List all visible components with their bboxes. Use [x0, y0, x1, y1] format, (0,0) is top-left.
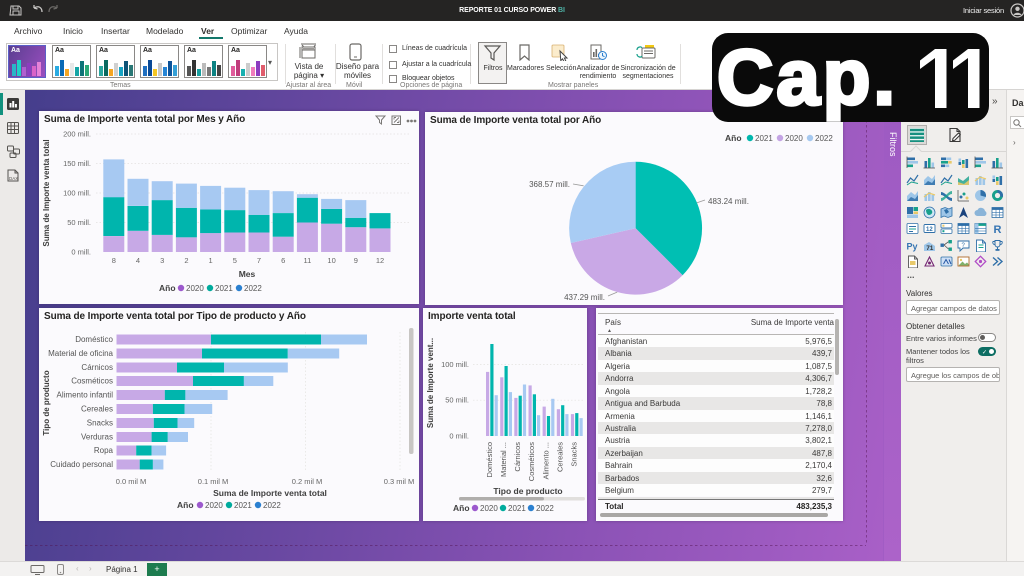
svg-text:5: 5 [233, 256, 237, 265]
svg-text:10: 10 [327, 256, 335, 265]
svg-text:2020: 2020 [186, 284, 204, 293]
svg-text:Cosméticos: Cosméticos [71, 377, 113, 386]
svg-text:9: 9 [354, 256, 358, 265]
svg-text:437.29 mill.: 437.29 mill. [564, 293, 605, 302]
svg-text:DAX: DAX [9, 176, 18, 181]
svg-text:100 mill.: 100 mill. [441, 360, 469, 369]
svg-text:R: R [993, 224, 1001, 235]
svg-text:150 mill.: 150 mill. [63, 159, 91, 168]
svg-text:Cuidado personal: Cuidado personal [50, 460, 113, 469]
svg-text:0.2 mil M: 0.2 mil M [292, 477, 322, 486]
svg-text:Alimento infantil: Alimento infantil [57, 391, 114, 400]
svg-text:2022: 2022 [536, 504, 554, 513]
svg-text:Cereales: Cereales [556, 442, 565, 472]
svg-text:Año: Año [159, 283, 176, 293]
svg-text:50 mill.: 50 mill. [445, 396, 469, 405]
svg-text:Cárnicos: Cárnicos [81, 363, 113, 372]
svg-text:Material de oficina: Material de oficina [48, 349, 113, 358]
svg-text:0 mill.: 0 mill. [71, 248, 91, 257]
svg-text:Año: Año [725, 133, 742, 143]
svg-text:Cárnicos: Cárnicos [513, 442, 522, 472]
svg-text:8: 8 [112, 256, 116, 265]
svg-text:Suma de Importe venta total: Suma de Importe venta total [42, 139, 51, 246]
svg-text:2020: 2020 [785, 134, 803, 143]
svg-text:2022: 2022 [244, 284, 262, 293]
svg-text:Doméstico: Doméstico [485, 442, 494, 477]
svg-text:12: 12 [926, 227, 933, 233]
svg-text:Tipo de producto: Tipo de producto [493, 486, 562, 496]
svg-text:1: 1 [209, 256, 213, 265]
svg-text:4: 4 [136, 256, 140, 265]
svg-text:0 mill.: 0 mill. [449, 432, 469, 441]
svg-text:3: 3 [160, 256, 164, 265]
svg-text:2021: 2021 [215, 284, 233, 293]
svg-text:50 mill.: 50 mill. [67, 218, 91, 227]
svg-text:Snacks: Snacks [87, 419, 113, 428]
svg-text:368.57 mill.: 368.57 mill. [529, 180, 570, 189]
svg-text:Cereales: Cereales [81, 405, 113, 414]
svg-text:Cosméticos: Cosméticos [527, 442, 536, 481]
svg-text:Suma de Importe vent...: Suma de Importe vent... [426, 338, 435, 428]
svg-text:Py: Py [906, 241, 917, 251]
svg-text:Doméstico: Doméstico [75, 335, 113, 344]
svg-text:Ropa: Ropa [94, 446, 114, 455]
svg-text:Material ...: Material ... [499, 442, 508, 477]
svg-text:?: ? [961, 243, 965, 249]
svg-text:Suma de Importe venta total: Suma de Importe venta total [213, 488, 327, 498]
svg-text:Snacks: Snacks [570, 442, 579, 467]
svg-text:2022: 2022 [263, 501, 281, 510]
svg-text:100 mill.: 100 mill. [63, 189, 91, 198]
svg-text:71: 71 [926, 245, 934, 252]
svg-text:2021: 2021 [508, 504, 526, 513]
svg-text:0.0 mil M: 0.0 mil M [116, 477, 146, 486]
svg-text:2021: 2021 [234, 501, 252, 510]
svg-text:12: 12 [376, 256, 384, 265]
svg-text:Año: Año [177, 500, 194, 510]
svg-text:2020: 2020 [480, 504, 498, 513]
svg-text:Alimento ...: Alimento ... [541, 442, 550, 480]
svg-text:2: 2 [184, 256, 188, 265]
svg-text:2022: 2022 [815, 134, 833, 143]
svg-text:Verduras: Verduras [81, 433, 113, 442]
svg-text:Año: Año [453, 503, 470, 513]
svg-text:11: 11 [304, 256, 312, 265]
svg-text:Mes: Mes [239, 269, 256, 279]
svg-text:2020: 2020 [205, 501, 223, 510]
svg-text:0.1 mil M: 0.1 mil M [198, 477, 228, 486]
svg-text:0.3 mil M: 0.3 mil M [384, 477, 414, 486]
svg-text:483.24 mill.: 483.24 mill. [708, 197, 749, 206]
svg-text:7: 7 [257, 256, 261, 265]
svg-text:Tipo de producto: Tipo de producto [42, 370, 51, 435]
svg-text:6: 6 [281, 256, 285, 265]
svg-text:200 mill.: 200 mill. [63, 130, 91, 139]
svg-text:2021: 2021 [755, 134, 773, 143]
